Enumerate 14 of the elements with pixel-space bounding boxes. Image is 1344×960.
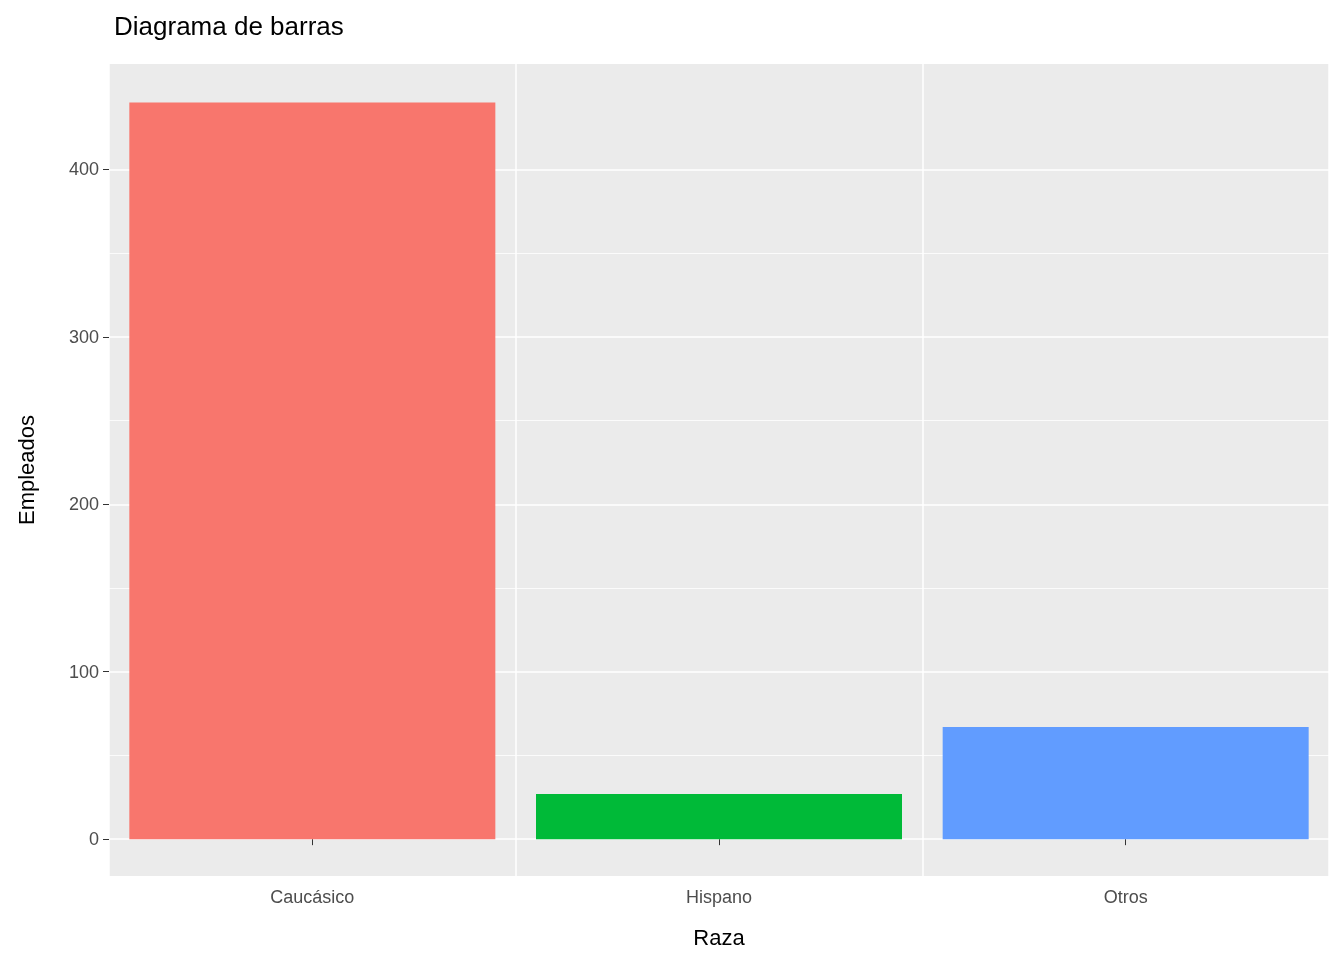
bar xyxy=(942,726,1309,840)
y-axis-title: Empleados xyxy=(13,414,39,526)
x-tick-label: Hispano xyxy=(685,887,753,907)
bar xyxy=(129,102,496,840)
y-tick-label: 100 xyxy=(68,661,99,682)
chart-title: Diagrama de barras xyxy=(114,11,344,41)
y-tick-label: 300 xyxy=(68,326,99,347)
y-tick-label: 200 xyxy=(68,494,99,515)
x-tick-label: Caucásico xyxy=(270,887,355,907)
x-axis-title: Raza xyxy=(693,924,746,950)
bar xyxy=(536,793,902,840)
y-tick-label: 0 xyxy=(88,829,99,850)
y-tick-label: 400 xyxy=(68,159,99,180)
x-tick-label: Otros xyxy=(1103,887,1148,907)
